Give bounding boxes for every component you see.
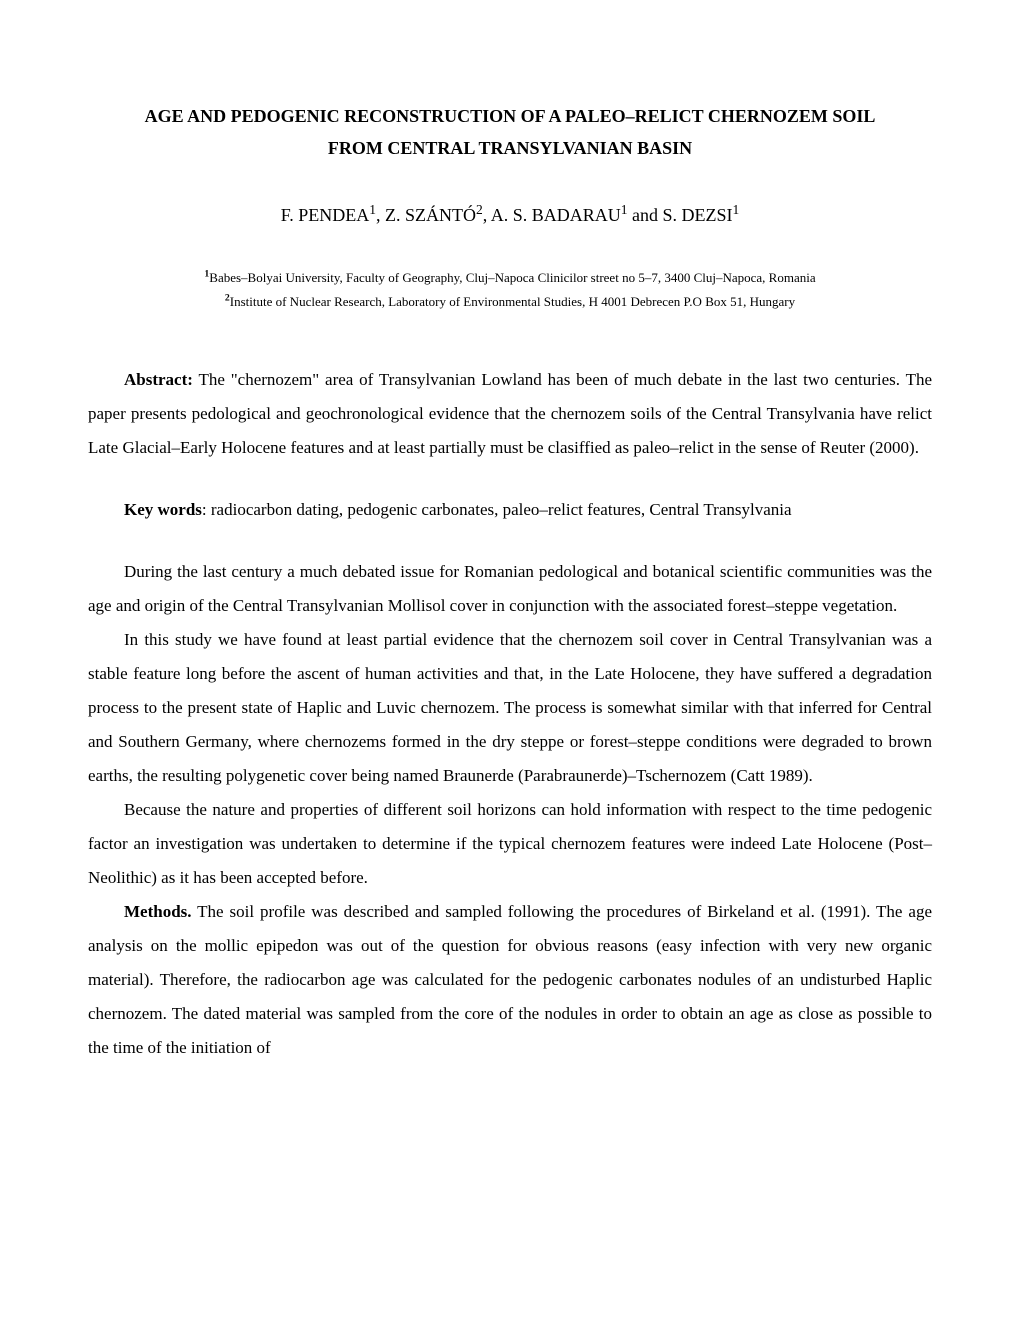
body-paragraph-1: During the last century a much debated i… [88, 555, 932, 623]
author-4: and S. DEZSI [628, 205, 733, 225]
affiliations: 1Babes–Bolyai University, Faculty of Geo… [88, 266, 932, 315]
keywords-paragraph: Key words: radiocarbon dating, pedogenic… [88, 493, 932, 527]
methods-paragraph: Methods. The soil profile was described … [88, 895, 932, 1065]
keywords-text: : radiocarbon dating, pedogenic carbonat… [202, 500, 792, 519]
author-1-affil: 1 [369, 202, 376, 217]
methods-text-b: . (1991). The age analysis on the mollic… [88, 902, 932, 1057]
author-1: F. PENDEA [281, 205, 370, 225]
abstract-paragraph: Abstract: The "chernozem" area of Transy… [88, 363, 932, 465]
affiliation-2-text: Institute of Nuclear Research, Laborator… [230, 294, 795, 309]
author-list: F. PENDEA1, Z. SZÁNTÓ2, A. S. BADARAU1 a… [88, 205, 932, 226]
author-3-affil: 1 [621, 202, 628, 217]
author-2-affil: 2 [476, 202, 483, 217]
author-3: , A. S. BADARAU [483, 205, 621, 225]
abstract-text: The "chernozem" area of Transylvanian Lo… [88, 370, 932, 457]
title-line-1: AGE AND PEDOGENIC RECONSTRUCTION OF A PA… [145, 106, 876, 126]
methods-text-a: The soil profile was described and sampl… [192, 902, 811, 921]
body-paragraph-3: Because the nature and properties of dif… [88, 793, 932, 895]
paper-title: AGE AND PEDOGENIC RECONSTRUCTION OF A PA… [88, 100, 932, 165]
methods-label: Methods. [124, 902, 192, 921]
affiliation-1-text: Babes–Bolyai University, Faculty of Geog… [209, 270, 815, 285]
body-paragraph-2: In this study we have found at least par… [88, 623, 932, 793]
title-line-2: FROM CENTRAL TRANSYLVANIAN BASIN [328, 138, 692, 158]
author-4-affil: 1 [733, 202, 740, 217]
abstract-label: Abstract: [124, 370, 193, 389]
keywords-label: Key words [124, 500, 202, 519]
author-2: , Z. SZÁNTÓ [376, 205, 476, 225]
